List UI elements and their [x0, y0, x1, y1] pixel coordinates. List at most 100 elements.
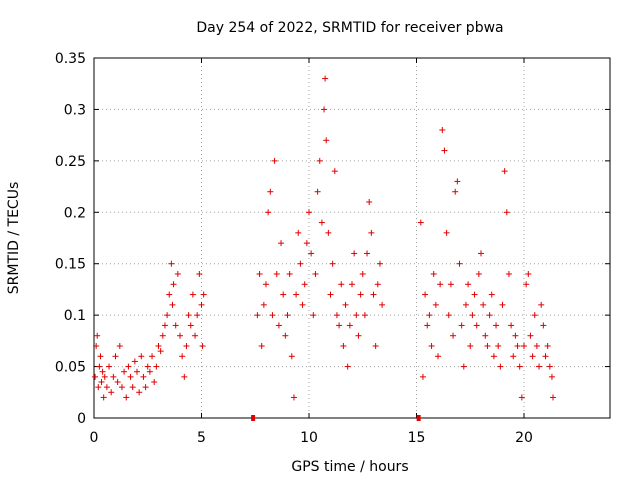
data-point — [316, 157, 323, 164]
data-point — [460, 363, 467, 370]
data-point — [112, 353, 119, 360]
data-point — [426, 312, 433, 319]
data-point — [514, 343, 521, 349]
data-point — [480, 301, 487, 308]
data-point — [278, 240, 285, 247]
data-points — [92, 75, 557, 401]
data-point — [166, 291, 173, 298]
data-point — [486, 312, 493, 319]
data-point — [116, 343, 123, 349]
data-point — [161, 322, 168, 329]
x-tick-label: 20 — [515, 430, 533, 446]
data-point — [93, 343, 100, 349]
data-point — [510, 353, 517, 360]
data-point — [321, 106, 328, 113]
data-point — [336, 322, 343, 329]
data-point — [359, 271, 366, 277]
x-tick-label: 10 — [300, 430, 318, 446]
data-point — [94, 332, 101, 339]
data-point — [338, 281, 345, 288]
data-point — [424, 322, 431, 329]
data-point — [323, 137, 330, 144]
y-tick-label: 0.25 — [55, 154, 86, 170]
data-point — [379, 301, 386, 308]
data-point — [187, 322, 194, 329]
x-tick-label: 15 — [408, 430, 426, 446]
data-point — [452, 188, 459, 195]
data-point — [428, 343, 435, 349]
data-point — [512, 332, 519, 339]
data-point — [435, 353, 441, 360]
data-point — [344, 363, 351, 370]
data-point — [516, 363, 523, 370]
data-point — [376, 260, 383, 267]
data-point — [110, 373, 117, 380]
data-point — [301, 281, 308, 288]
data-point — [288, 353, 295, 360]
data-point — [346, 322, 353, 329]
data-point — [151, 379, 158, 385]
data-point — [106, 363, 113, 370]
data-point — [134, 368, 140, 375]
data-point — [275, 322, 282, 329]
data-point — [550, 394, 557, 401]
data-point — [340, 343, 347, 349]
data-point — [108, 389, 115, 396]
data-point — [478, 250, 484, 257]
data-point — [525, 271, 532, 277]
y-tick-label: 0.3 — [64, 102, 86, 118]
data-point — [439, 127, 446, 133]
data-point — [169, 301, 176, 308]
data-point — [284, 312, 291, 319]
data-point — [303, 240, 310, 247]
chart-title: Day 254 of 2022, SRMTID for receiver pbw… — [196, 20, 503, 36]
data-point — [430, 271, 437, 277]
data-point — [118, 384, 125, 391]
data-point — [92, 373, 99, 380]
data-point — [146, 368, 153, 375]
data-point — [499, 301, 506, 308]
data-point — [199, 343, 206, 349]
data-point — [536, 363, 543, 370]
data-point — [353, 312, 360, 319]
data-point — [260, 301, 267, 308]
data-point — [327, 291, 334, 298]
data-point — [456, 260, 463, 267]
data-point — [505, 271, 512, 277]
data-point — [271, 157, 278, 164]
data-point — [349, 281, 355, 288]
data-point — [443, 229, 450, 236]
data-point — [482, 332, 489, 339]
data-point — [488, 291, 495, 298]
data-point — [103, 384, 110, 391]
data-point — [527, 332, 534, 339]
data-point — [164, 312, 171, 319]
data-point — [198, 301, 205, 308]
data-point — [329, 260, 336, 267]
data-point — [521, 343, 527, 349]
data-point — [273, 271, 280, 277]
data-point — [458, 322, 465, 329]
plot-frame — [93, 57, 611, 419]
data-point — [441, 147, 448, 154]
data-point — [129, 384, 136, 391]
data-point — [159, 332, 166, 339]
data-point — [372, 343, 379, 349]
data-point — [131, 358, 138, 365]
data-point — [293, 291, 300, 298]
data-point — [138, 353, 145, 360]
data-point — [299, 301, 306, 308]
data-point — [548, 373, 555, 380]
data-point — [493, 322, 500, 329]
data-point — [265, 209, 272, 216]
tick-labels: 0 0.05 0.1 0.15 0.2 0.25 0.3 0.35 0 5 10 15 20 — [55, 51, 610, 446]
grid — [94, 58, 610, 418]
data-point — [286, 271, 293, 277]
data-point — [157, 348, 164, 355]
data-point — [183, 343, 190, 349]
data-point — [194, 312, 201, 319]
data-point — [366, 199, 373, 205]
data-point — [155, 343, 162, 349]
data-point — [497, 363, 504, 370]
data-point — [312, 271, 319, 277]
